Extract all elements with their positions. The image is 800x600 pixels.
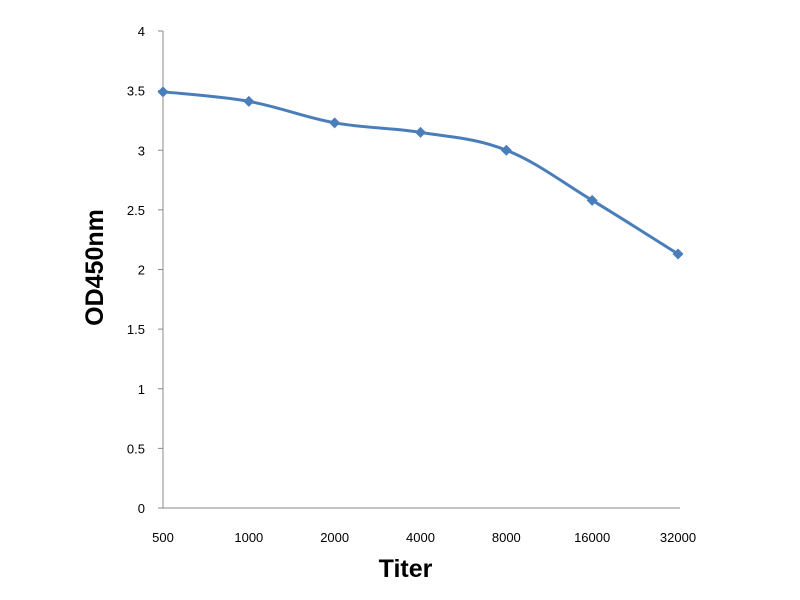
- x-axis-title: Titer: [379, 555, 433, 583]
- y-tick-label: 3: [138, 143, 145, 158]
- y-tick-label: 1.5: [127, 322, 145, 337]
- series-line: [161, 90, 680, 256]
- y-tick-label: 3.5: [127, 84, 145, 99]
- x-tick-label: 32000: [660, 530, 696, 545]
- series: [157, 86, 684, 260]
- y-tick-label: 2: [138, 263, 145, 278]
- data-point-marker: [500, 144, 512, 156]
- x-tick-label: 16000: [574, 530, 610, 545]
- x-axis: 500 1000 2000 4000 8000 16000 32000: [152, 507, 696, 545]
- y-axis-title: OD450nm: [81, 209, 109, 326]
- y-tick-label: 4: [138, 24, 145, 39]
- data-point-marker: [243, 95, 255, 107]
- y-axis: 0 0.5 1 1.5 2 2.5 3 3.5 4: [127, 24, 164, 516]
- y-tick-label: 2.5: [127, 203, 145, 218]
- x-tick-label: 1000: [234, 530, 263, 545]
- data-point-marker: [329, 117, 341, 129]
- data-point-marker: [672, 248, 684, 260]
- x-tick-label: 4000: [406, 530, 435, 545]
- y-tick-label: 0: [138, 501, 145, 516]
- y-tick-label: 1: [138, 382, 145, 397]
- data-point-marker: [415, 126, 426, 138]
- data-point-marker: [157, 86, 169, 98]
- x-tick-label: 2000: [320, 530, 349, 545]
- data-point-marker: [586, 194, 598, 206]
- x-tick-label: 500: [152, 530, 174, 545]
- x-tick-label: 8000: [492, 530, 521, 545]
- y-tick-label: 0.5: [127, 441, 145, 456]
